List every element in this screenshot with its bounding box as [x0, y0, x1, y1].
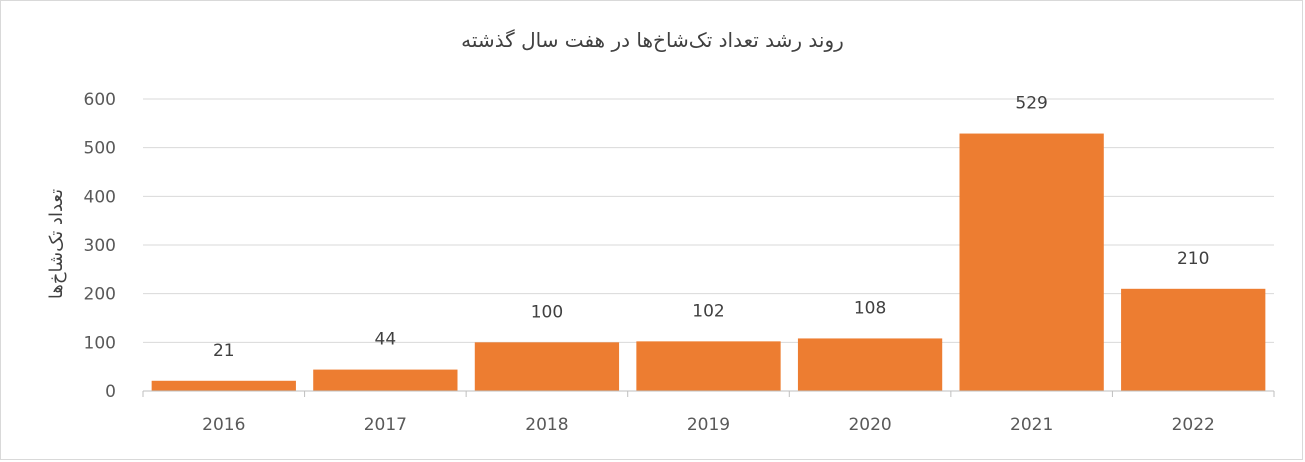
y-tick-label: 0 — [105, 382, 116, 402]
bar — [797, 338, 943, 391]
y-tick-label: 400 — [84, 187, 116, 207]
bar — [636, 341, 781, 391]
x-tick-label: 2019 — [687, 415, 730, 435]
x-axis: 2016 2017 2018 2019 2020 2021 2022 — [142, 390, 1275, 435]
y-tick-label: 100 — [84, 333, 116, 353]
y-tick-label: 300 — [84, 236, 116, 256]
data-label: 108 — [854, 298, 886, 318]
bar — [313, 369, 458, 391]
x-tick-label: 2021 — [1010, 415, 1053, 435]
bars — [151, 133, 1266, 391]
data-label: 44 — [375, 330, 397, 350]
x-tick-label: 2017 — [364, 415, 407, 435]
y-tick-label: 200 — [84, 285, 116, 305]
y-axis-label: تعداد تک‌شاخ‌ها — [46, 189, 67, 299]
data-label: 210 — [1177, 249, 1209, 269]
data-label: 529 — [1015, 94, 1047, 114]
bar — [474, 342, 620, 391]
data-label: 102 — [692, 301, 724, 321]
data-label: 100 — [531, 302, 563, 322]
bar — [959, 133, 1104, 391]
data-labels: 21 44 100 102 108 529 210 — [213, 94, 1209, 361]
bar — [1121, 288, 1266, 391]
y-tick-label: 500 — [84, 139, 116, 159]
x-tick-label: 2018 — [525, 415, 568, 435]
x-tick-label: 2020 — [848, 415, 891, 435]
data-label: 21 — [213, 341, 235, 361]
bar — [151, 380, 296, 391]
x-tick-label: 2016 — [202, 415, 245, 435]
x-tick-label: 2022 — [1172, 415, 1215, 435]
chart-title: روند رشد تعداد تک‌شاخ‌ها در هفت سال گذشت… — [461, 28, 844, 52]
y-tick-label: 600 — [84, 90, 116, 110]
y-axis-ticks: 0 100 200 300 400 500 600 — [84, 90, 116, 402]
